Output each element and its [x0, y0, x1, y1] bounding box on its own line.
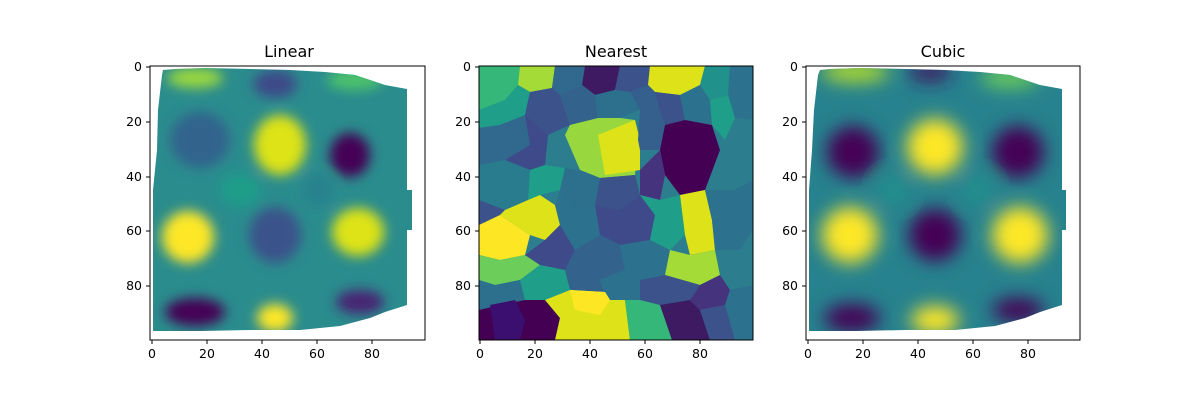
x-tick-label: 80	[364, 346, 380, 361]
y-tick-label: 0	[463, 59, 471, 74]
x-tick-label: 0	[148, 346, 156, 361]
x-axis: 0 20 40 60 80	[804, 340, 1036, 361]
panel-nearest: Nearest	[455, 42, 754, 361]
heatmap-image	[153, 68, 412, 331]
axes-frame	[805, 65, 1081, 341]
x-tick-label: 0	[476, 346, 484, 361]
y-tick-label: 80	[455, 278, 471, 293]
panel-cubic: Cubic	[782, 42, 1081, 361]
x-tick-label: 80	[1020, 346, 1036, 361]
y-tick-label: 40	[782, 169, 798, 184]
y-tick-label: 60	[782, 223, 798, 238]
x-tick-label: 20	[199, 346, 215, 361]
heatmap-image	[809, 68, 1066, 331]
y-tick-label: 80	[126, 278, 142, 293]
axes-frame	[149, 65, 426, 341]
y-axis: 0 20 40 60 80	[455, 59, 479, 293]
x-axis: 0 20 40 60 80	[476, 340, 708, 361]
axes-frame	[478, 65, 754, 341]
y-tick-label: 40	[455, 169, 471, 184]
y-tick-label: 0	[790, 59, 798, 74]
x-tick-label: 60	[309, 346, 325, 361]
y-tick-label: 60	[455, 223, 471, 238]
x-tick-label: 40	[582, 346, 598, 361]
x-tick-label: 40	[254, 346, 270, 361]
x-tick-label: 80	[692, 346, 708, 361]
x-tick-label: 60	[637, 346, 653, 361]
y-tick-label: 80	[782, 278, 798, 293]
y-tick-label: 60	[126, 223, 142, 238]
y-axis: 0 20 40 60 80	[782, 59, 806, 293]
x-tick-label: 40	[910, 346, 926, 361]
heatmap-image	[479, 66, 753, 340]
x-tick-label: 20	[527, 346, 543, 361]
y-tick-label: 40	[126, 169, 142, 184]
panel-title: Nearest	[585, 42, 647, 61]
panel-title: Cubic	[921, 42, 966, 61]
panel-title: Linear	[264, 42, 314, 61]
y-axis: 0 20 40 60 80	[126, 59, 150, 293]
y-tick-label: 20	[782, 114, 798, 129]
x-tick-label: 20	[855, 346, 871, 361]
y-tick-label: 20	[455, 114, 471, 129]
y-tick-label: 20	[126, 114, 142, 129]
panel-linear: Linear	[126, 42, 426, 361]
y-tick-label: 0	[134, 59, 142, 74]
x-axis: 0 20 40 60 80	[148, 340, 380, 361]
x-tick-label: 60	[965, 346, 981, 361]
x-tick-label: 0	[804, 346, 812, 361]
